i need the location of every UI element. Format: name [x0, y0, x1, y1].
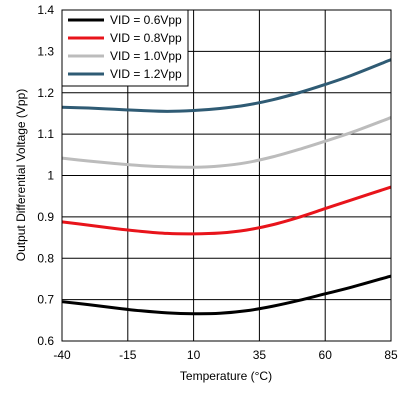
series-line-2 — [61, 116, 392, 169]
y-tick-label: 0.8 — [37, 251, 54, 265]
plot-frame — [61, 9, 392, 342]
x-tick-label: 60 — [319, 348, 333, 362]
x-tick-labels: -40 -15 10 35 60 85 — [53, 348, 398, 362]
y-tick-labels: 0.6 0.7 0.8 0.9 1 1.1 1.2 1.3 1.4 — [37, 3, 54, 348]
series-lines — [61, 58, 392, 316]
y-tick-label: 1.2 — [37, 86, 54, 100]
y-tick-label: 1.1 — [37, 127, 54, 141]
x-tick-label: 85 — [384, 348, 398, 362]
y-tick-label: 1.3 — [37, 44, 54, 58]
legend-entry: VID = 0.6Vpp — [110, 13, 182, 27]
x-tick-label: -40 — [53, 348, 71, 362]
y-tick-label: 0.7 — [37, 293, 54, 307]
x-tick-label: -15 — [119, 348, 137, 362]
legend-entry: VID = 0.8Vpp — [110, 31, 182, 45]
series-line-1 — [61, 185, 392, 236]
x-tick-label: 10 — [187, 348, 201, 362]
y-tick-label: 0.9 — [37, 210, 54, 224]
legend: VID = 0.6Vpp VID = 0.8Vpp VID = 1.0Vpp VID … — [61, 9, 189, 87]
series-line-3 — [61, 58, 392, 113]
series-line-0 — [61, 274, 392, 316]
y-tick-label: 1 — [47, 169, 54, 183]
legend-entry: VID = 1.0Vpp — [110, 49, 182, 63]
x-axis-label: Temperature (°C) — [180, 369, 272, 383]
y-axis-label: Output Differential Voltage (Vpp) — [14, 89, 28, 262]
y-tick-label: 0.6 — [37, 334, 54, 348]
x-tick-label: 35 — [253, 348, 267, 362]
y-tick-label: 1.4 — [37, 3, 54, 17]
legend-entry: VID = 1.2Vpp — [110, 67, 182, 81]
